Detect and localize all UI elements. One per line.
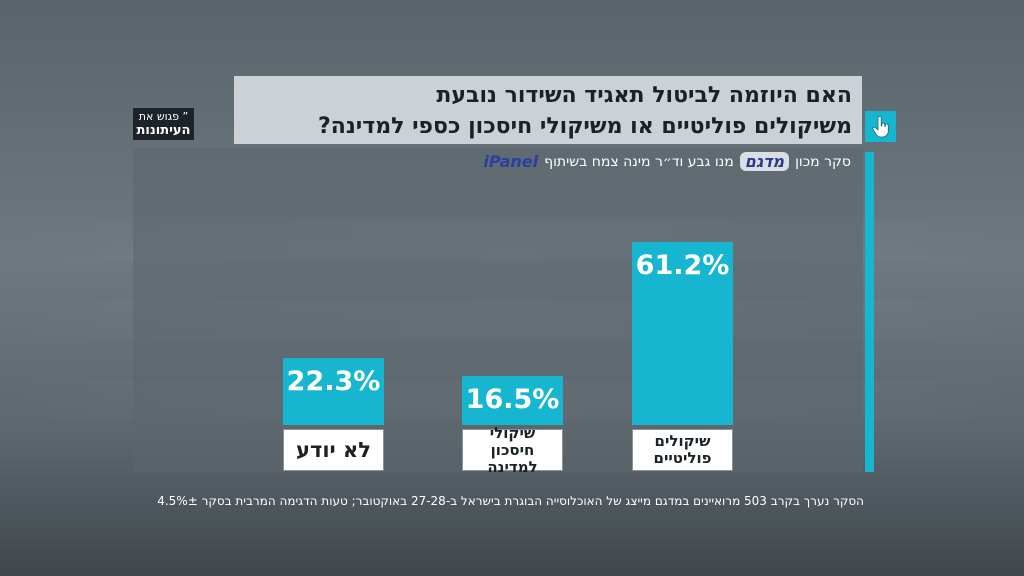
category-label-line1: לא יודע — [295, 438, 372, 462]
category-label-line2: פוליטיים — [653, 449, 712, 467]
chart-title: האם היוזמה לביטול תאגיד השידור נובעת משי… — [234, 76, 862, 144]
source-middle: מנו גבע וד״ר מינה צמח בשיתוף — [544, 153, 734, 170]
pointer-hand-icon — [865, 111, 896, 142]
survey-source: סקר מכון מדגם מנו גבע וד״ר מינה צמח בשית… — [483, 152, 851, 171]
source-prefix: סקר מכון — [795, 153, 851, 170]
category-label-line1: שיקולי — [489, 423, 536, 442]
logo-line1: ” פגוש את — [138, 110, 189, 123]
ipanel-logo: iPanel — [483, 152, 539, 171]
bar-value-label: 22.3% — [286, 366, 381, 398]
bar — [462, 375, 563, 425]
chart-title-line1: האם היוזמה לביטול תאגיד השידור נובעת — [436, 83, 852, 108]
bar-value-label: 16.5% — [465, 383, 560, 415]
chart-title-line2: משיקולים פוליטיים או משיקולי חיסכון כספי… — [317, 114, 852, 139]
bar-value-label: 61.2% — [635, 250, 730, 281]
category-label: לא יודע — [283, 429, 384, 471]
madgam-logo: מדגם — [739, 152, 790, 171]
bar — [632, 242, 733, 425]
category-label: שיקולים פוליטיים — [632, 429, 733, 471]
show-logo: ” פגוש את העיתונות — [133, 108, 194, 140]
category-label: שיקולי חיסכון למדינה — [462, 424, 563, 475]
side-accent-stripe — [865, 152, 874, 472]
logo-line2: העיתונות — [136, 123, 191, 138]
category-label-line1: שיקולים — [654, 432, 711, 450]
bar — [283, 358, 384, 425]
category-label-line2: חיסכון למדינה — [487, 440, 538, 476]
logo-quote-mark: ” — [182, 110, 189, 123]
footnote: הסקר נערך בקרב 503 מרואיינים במדגם מייצג… — [157, 494, 864, 508]
